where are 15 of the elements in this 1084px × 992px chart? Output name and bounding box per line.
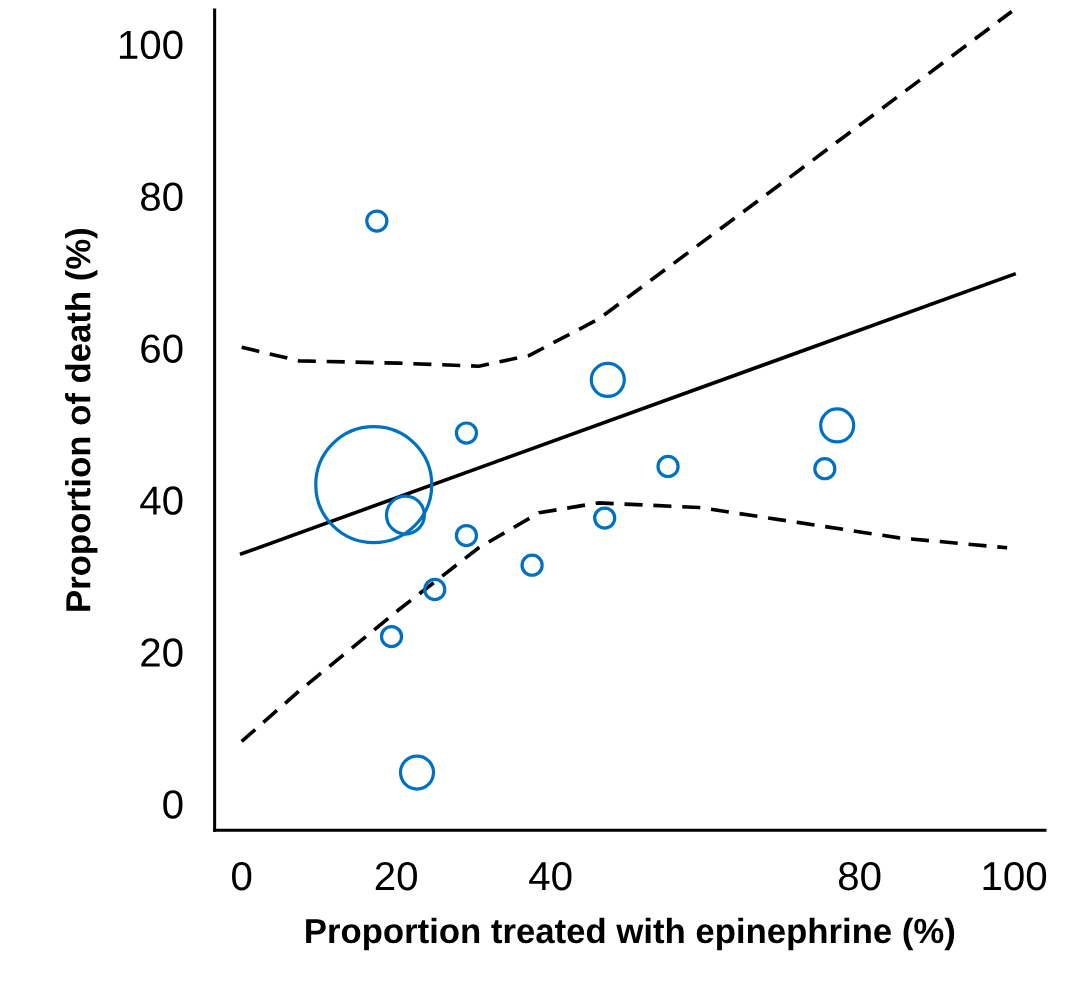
y-tick-label: 100: [119, 30, 183, 60]
x-tick-label: 100: [983, 861, 1047, 891]
x-tick-label: 40: [529, 861, 572, 891]
x-tick-label: 0: [232, 861, 252, 891]
line-series: [239, 501, 1009, 744]
x-tick-label: 20: [375, 861, 417, 891]
y-tick-label: 60: [141, 334, 183, 363]
y-axis-title: Proportion of death (%): [65, 228, 98, 611]
x-tick-label: 80: [838, 861, 881, 891]
line-series: [239, 9, 1014, 368]
y-tick-label: 20: [141, 638, 183, 667]
y-tick-label: 80: [141, 182, 183, 212]
y-tick-label: 0: [163, 790, 183, 819]
y-tick-label: 40: [140, 486, 183, 515]
x-axis-title: Proportion treated with epinephrine (%): [306, 917, 955, 951]
